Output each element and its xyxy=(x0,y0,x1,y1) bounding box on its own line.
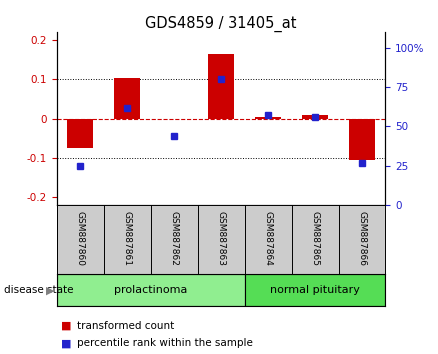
Text: disease state: disease state xyxy=(4,285,74,295)
Bar xyxy=(114,78,140,119)
Text: ■: ■ xyxy=(61,338,72,348)
Bar xyxy=(208,54,234,119)
Bar xyxy=(255,116,281,119)
Text: GSM887864: GSM887864 xyxy=(264,211,272,266)
Text: percentile rank within the sample: percentile rank within the sample xyxy=(77,338,253,348)
Text: GSM887863: GSM887863 xyxy=(217,211,226,266)
Text: GSM887866: GSM887866 xyxy=(357,211,367,266)
Text: GSM887860: GSM887860 xyxy=(76,211,85,266)
Text: normal pituitary: normal pituitary xyxy=(270,285,360,295)
Bar xyxy=(67,119,93,148)
Text: transformed count: transformed count xyxy=(77,321,174,331)
Bar xyxy=(302,115,328,119)
Bar xyxy=(349,119,375,160)
Text: GSM887862: GSM887862 xyxy=(170,211,179,266)
Text: GSM887865: GSM887865 xyxy=(311,211,320,266)
Text: prolactinoma: prolactinoma xyxy=(114,285,187,295)
Bar xyxy=(57,274,245,306)
Text: ■: ■ xyxy=(61,321,72,331)
Title: GDS4859 / 31405_at: GDS4859 / 31405_at xyxy=(145,16,297,32)
Text: GSM887861: GSM887861 xyxy=(123,211,132,266)
Bar xyxy=(245,274,385,306)
Text: ▶: ▶ xyxy=(46,285,55,295)
